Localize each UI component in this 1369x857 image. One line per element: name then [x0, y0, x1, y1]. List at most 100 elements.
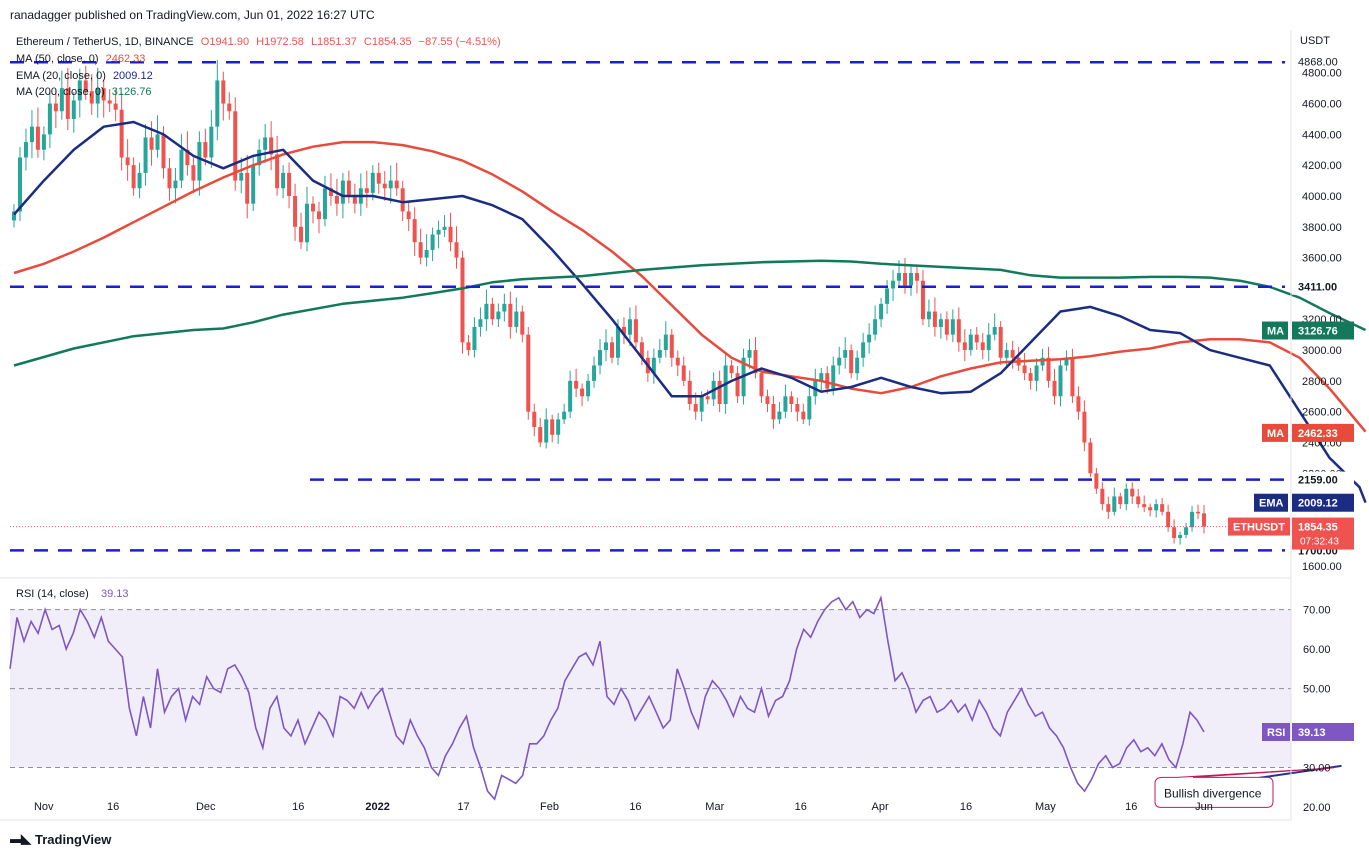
ema20-line — [13, 120, 1367, 504]
candle-body — [514, 311, 519, 327]
candle-body — [609, 342, 614, 358]
ohlc-close: C1854.35 — [363, 36, 412, 48]
time-tick-label: Feb — [540, 801, 559, 813]
price-tick-label: 2800.00 — [1302, 376, 1342, 388]
candle-body — [843, 350, 848, 358]
ma50-legend-value: 2462.33 — [105, 53, 146, 65]
candle-body — [149, 137, 154, 150]
candle-body — [490, 303, 495, 320]
candle-body — [17, 157, 22, 212]
candle-body — [837, 357, 842, 366]
candle-body — [938, 319, 943, 327]
price-tick-label: 4400.00 — [1302, 129, 1342, 141]
candle-body — [131, 165, 136, 189]
candle-body — [1202, 513, 1206, 527]
indicator-value-tag-bg — [1292, 493, 1354, 512]
last-price-tag: 1854.35 — [1298, 522, 1338, 534]
candle-body — [1088, 442, 1093, 474]
time-tick-label: Apr — [871, 801, 888, 813]
candle-body — [568, 380, 573, 412]
ma200-line — [13, 259, 1367, 367]
candle-body — [1148, 507, 1153, 511]
candle-body — [663, 334, 668, 351]
candle-body — [998, 326, 1003, 358]
ohlc-change: −87.55 (−4.51%) — [418, 36, 501, 48]
time-tick-label: 16 — [960, 801, 972, 813]
time-tick-label: 16 — [629, 801, 641, 813]
rsi-line — [9, 595, 1205, 801]
candle-body — [520, 311, 525, 335]
time-tick-label: 16 — [795, 801, 807, 813]
level-tag-label-bg — [1292, 471, 1354, 488]
candle-body — [777, 411, 782, 420]
candle-body — [717, 380, 722, 404]
candle-body — [167, 168, 172, 189]
candle-body — [107, 100, 112, 104]
price-tick-label: 3600.00 — [1302, 253, 1342, 265]
currency-label: USDT — [1300, 35, 1330, 47]
candle-body — [23, 142, 28, 158]
time-tick-label: 16 — [292, 801, 304, 813]
candle-body — [1172, 527, 1177, 539]
candle-body — [251, 165, 256, 204]
candle-body — [334, 195, 339, 204]
candle-body — [1166, 511, 1171, 528]
candle-body — [454, 242, 459, 258]
candle-body — [227, 103, 232, 112]
countdown-tag: 07:32:43 — [1300, 537, 1339, 548]
candle-body — [962, 342, 967, 351]
candle-body — [879, 303, 884, 320]
candle-body — [986, 334, 991, 351]
candle-body — [1064, 357, 1069, 366]
candle-body — [831, 365, 836, 389]
candle-body — [406, 211, 411, 220]
candle-body — [1142, 504, 1147, 508]
candle-body — [950, 319, 955, 335]
publisher-line: ranadagger published on TradingView.com,… — [10, 8, 375, 22]
candle-body — [633, 319, 638, 343]
candle-body — [771, 403, 776, 420]
price-tick-label: 4200.00 — [1302, 160, 1342, 172]
candle-body — [35, 126, 40, 150]
indicator-value-tag-bg — [1292, 423, 1354, 442]
candle-body — [155, 134, 160, 150]
rsi-tick-label: 20.00 — [1303, 802, 1331, 814]
candle-body — [418, 242, 423, 258]
time-tick-label: 16 — [1125, 801, 1137, 813]
candle-body — [849, 350, 854, 374]
candle-body — [1046, 357, 1051, 381]
candle-body — [1094, 473, 1099, 489]
candle-body — [789, 396, 794, 404]
candle-body — [394, 180, 399, 189]
symbol-title: Ethereum / TetherUS, 1D, BINANCE — [16, 36, 194, 48]
candle-body — [370, 172, 375, 193]
level-tag-bg — [1292, 54, 1354, 69]
candle-body — [119, 109, 124, 158]
candle-body — [448, 226, 453, 243]
candle-body — [669, 334, 674, 358]
indicator-name-tag-bg — [1262, 423, 1288, 442]
candle-body — [1040, 357, 1045, 366]
rsi-tick-label: 60.00 — [1303, 644, 1331, 656]
candle-body — [920, 280, 925, 320]
candle-body — [914, 273, 919, 281]
candle-body — [221, 80, 226, 104]
candle-body — [41, 134, 46, 150]
candle-body — [346, 180, 351, 196]
candle-body — [340, 180, 345, 204]
candle-body — [687, 380, 692, 404]
candle-body — [125, 157, 130, 166]
candle-body — [1184, 527, 1189, 535]
candle-body — [562, 411, 567, 420]
candle-body — [161, 134, 166, 169]
candle-body — [807, 396, 812, 420]
candle-body — [956, 319, 961, 343]
candle-body — [59, 88, 64, 112]
tradingview-wordmark: TradingView — [35, 831, 112, 847]
tradingview-logo[interactable]: ▬◣ TradingView — [10, 831, 111, 847]
candle-body — [855, 357, 860, 374]
tradingview-logo-icon: ▬◣ — [10, 831, 31, 846]
level-tag-label: 4868.00 — [1298, 56, 1338, 68]
candle-body — [908, 273, 913, 286]
